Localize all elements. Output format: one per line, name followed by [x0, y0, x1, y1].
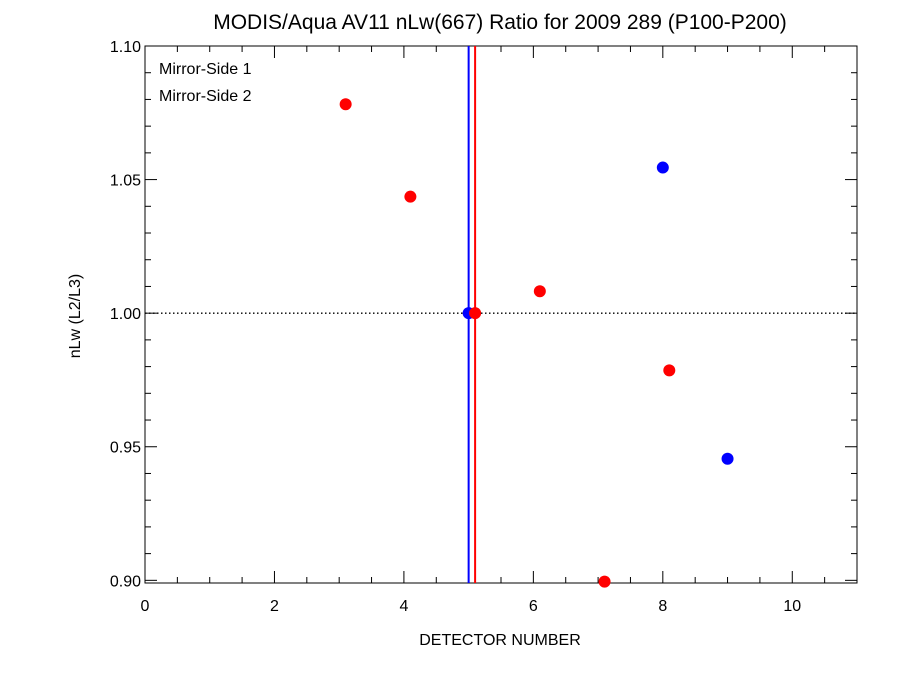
y-tick-label: 0.95 [110, 440, 141, 457]
x-tick-label: 8 [658, 598, 667, 615]
y-axis-label: nLw (L2/L3) [67, 274, 84, 359]
x-tick-label: 10 [783, 598, 801, 615]
x-tick-label: 6 [529, 598, 538, 615]
mirror-side-2-point [533, 285, 546, 298]
mirror-side-2-point [404, 190, 417, 203]
x-tick-label: 2 [270, 598, 279, 615]
y-tick-label: 1.10 [110, 39, 141, 56]
mirror-side-2-point [598, 575, 611, 588]
legend-entry-1: Mirror-Side 1 [159, 61, 252, 78]
mirror-side-1-point [721, 452, 734, 465]
plot-area: 0 2 4 6 8 10 0.90 0.95 1.00 1.05 1.10 Mirror-Side 1… [110, 39, 858, 615]
chart-title: MODIS/Aqua AV11 nLw(667) Ratio for 2009 … [213, 11, 787, 34]
y-tick-label: 1.00 [110, 306, 141, 323]
legend-entry-2: Mirror-Side 2 [159, 88, 252, 105]
y-tick-label: 0.90 [110, 573, 141, 590]
y-tick-label: 1.05 [110, 173, 141, 190]
x-tick-label: 4 [399, 598, 408, 615]
x-axis-label: DETECTOR NUMBER [419, 632, 581, 649]
mirror-side-2-point [339, 98, 352, 111]
mirror-side-1-point [656, 161, 669, 174]
x-tick-label: 0 [141, 598, 150, 615]
mirror-side-2-point [663, 364, 676, 377]
mirror-side-2-point [469, 307, 482, 320]
plot-frame [144, 45, 858, 584]
